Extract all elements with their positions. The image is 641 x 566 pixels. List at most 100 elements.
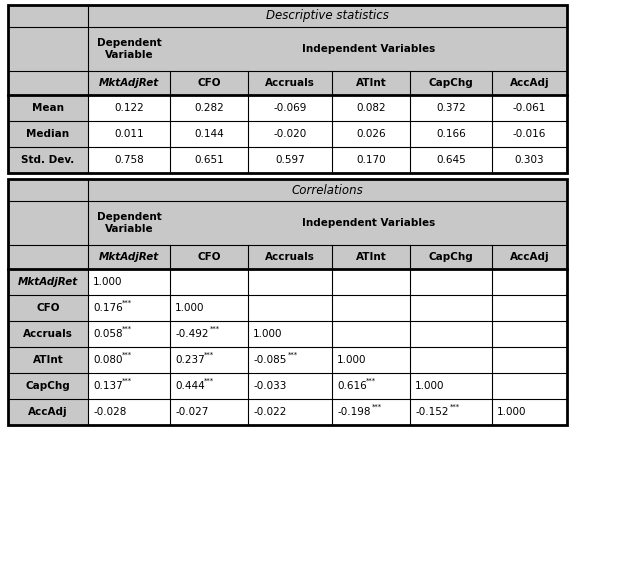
Text: CFO: CFO: [37, 303, 60, 313]
Text: 0.144: 0.144: [194, 129, 224, 139]
Text: Accruals: Accruals: [265, 78, 315, 88]
Text: ***: ***: [122, 300, 132, 306]
Text: -0.022: -0.022: [253, 407, 287, 417]
Text: 0.011: 0.011: [114, 129, 144, 139]
Bar: [8, 201, 567, 245]
Bar: [8, 5, 567, 173]
Text: ***: ***: [288, 352, 298, 358]
Bar: [8, 121, 88, 147]
Text: Median: Median: [26, 129, 70, 139]
Bar: [88, 373, 567, 399]
Bar: [88, 295, 567, 321]
Text: ATInt: ATInt: [356, 78, 387, 88]
Text: -0.020: -0.020: [273, 129, 306, 139]
Text: CapChg: CapChg: [429, 252, 473, 262]
Text: 1.000: 1.000: [93, 277, 122, 287]
Text: -0.027: -0.027: [175, 407, 208, 417]
Text: ***: ***: [366, 378, 376, 384]
Text: Dependent
Variable: Dependent Variable: [97, 38, 162, 60]
Text: 0.176: 0.176: [93, 303, 122, 313]
Bar: [8, 5, 567, 27]
Bar: [8, 373, 88, 399]
Text: -0.492: -0.492: [175, 329, 208, 339]
Text: CapChg: CapChg: [429, 78, 473, 88]
Text: Independent Variables: Independent Variables: [302, 44, 435, 54]
Text: 0.616: 0.616: [337, 381, 367, 391]
Bar: [8, 269, 88, 295]
Text: 1.000: 1.000: [415, 381, 444, 391]
Text: Independent Variables: Independent Variables: [302, 218, 435, 228]
Bar: [8, 71, 567, 95]
Text: Std. Dev.: Std. Dev.: [21, 155, 74, 165]
Text: 0.137: 0.137: [93, 381, 122, 391]
Text: Accruals: Accruals: [23, 329, 73, 339]
Text: 0.166: 0.166: [436, 129, 466, 139]
Text: Correlations: Correlations: [292, 183, 363, 196]
Text: CapChg: CapChg: [26, 381, 71, 391]
Text: 0.651: 0.651: [194, 155, 224, 165]
Bar: [88, 269, 567, 295]
Bar: [8, 179, 567, 201]
Bar: [8, 321, 88, 347]
Text: ATInt: ATInt: [33, 355, 63, 365]
Text: 1.000: 1.000: [175, 303, 204, 313]
Text: -0.085: -0.085: [253, 355, 287, 365]
Text: ***: ***: [122, 326, 132, 332]
Text: 0.444: 0.444: [175, 381, 204, 391]
Bar: [88, 121, 567, 147]
Text: ***: ***: [210, 326, 220, 332]
Text: 1.000: 1.000: [497, 407, 526, 417]
Text: -0.198: -0.198: [337, 407, 370, 417]
Bar: [88, 147, 567, 173]
Text: 0.082: 0.082: [356, 103, 386, 113]
Text: ***: ***: [450, 404, 460, 410]
Bar: [88, 95, 567, 121]
Text: ***: ***: [204, 378, 214, 384]
Text: CFO: CFO: [197, 252, 221, 262]
Bar: [8, 179, 567, 425]
Text: ***: ***: [204, 352, 214, 358]
Text: ***: ***: [372, 404, 382, 410]
Bar: [88, 399, 567, 425]
Text: ATInt: ATInt: [356, 252, 387, 262]
Text: 0.758: 0.758: [114, 155, 144, 165]
Text: 0.080: 0.080: [93, 355, 122, 365]
Text: 0.372: 0.372: [436, 103, 466, 113]
Text: Mean: Mean: [32, 103, 64, 113]
Text: 0.303: 0.303: [515, 155, 544, 165]
Text: -0.033: -0.033: [253, 381, 287, 391]
Text: AccAdj: AccAdj: [510, 252, 549, 262]
Text: ***: ***: [122, 378, 132, 384]
Bar: [8, 147, 88, 173]
Bar: [88, 347, 567, 373]
Text: 0.170: 0.170: [356, 155, 386, 165]
Bar: [8, 27, 567, 71]
Text: AccAdj: AccAdj: [28, 407, 68, 417]
Bar: [8, 295, 88, 321]
Bar: [88, 321, 567, 347]
Text: 0.122: 0.122: [114, 103, 144, 113]
Text: Accruals: Accruals: [265, 252, 315, 262]
Text: Descriptive statistics: Descriptive statistics: [266, 10, 389, 23]
Text: ***: ***: [122, 352, 132, 358]
Bar: [8, 399, 88, 425]
Text: -0.152: -0.152: [415, 407, 449, 417]
Text: CFO: CFO: [197, 78, 221, 88]
Bar: [8, 245, 567, 269]
Text: 0.597: 0.597: [275, 155, 305, 165]
Text: 0.058: 0.058: [93, 329, 122, 339]
Bar: [8, 95, 88, 121]
Text: 0.237: 0.237: [175, 355, 204, 365]
Text: 0.645: 0.645: [436, 155, 466, 165]
Text: -0.069: -0.069: [273, 103, 306, 113]
Text: MktAdjRet: MktAdjRet: [99, 252, 159, 262]
Text: MktAdjRet: MktAdjRet: [18, 277, 78, 287]
Text: 1.000: 1.000: [337, 355, 367, 365]
Bar: [8, 347, 88, 373]
Text: Dependent
Variable: Dependent Variable: [97, 212, 162, 234]
Text: -0.028: -0.028: [93, 407, 126, 417]
Text: 0.026: 0.026: [356, 129, 386, 139]
Text: 0.282: 0.282: [194, 103, 224, 113]
Text: -0.016: -0.016: [513, 129, 546, 139]
Text: 1.000: 1.000: [253, 329, 283, 339]
